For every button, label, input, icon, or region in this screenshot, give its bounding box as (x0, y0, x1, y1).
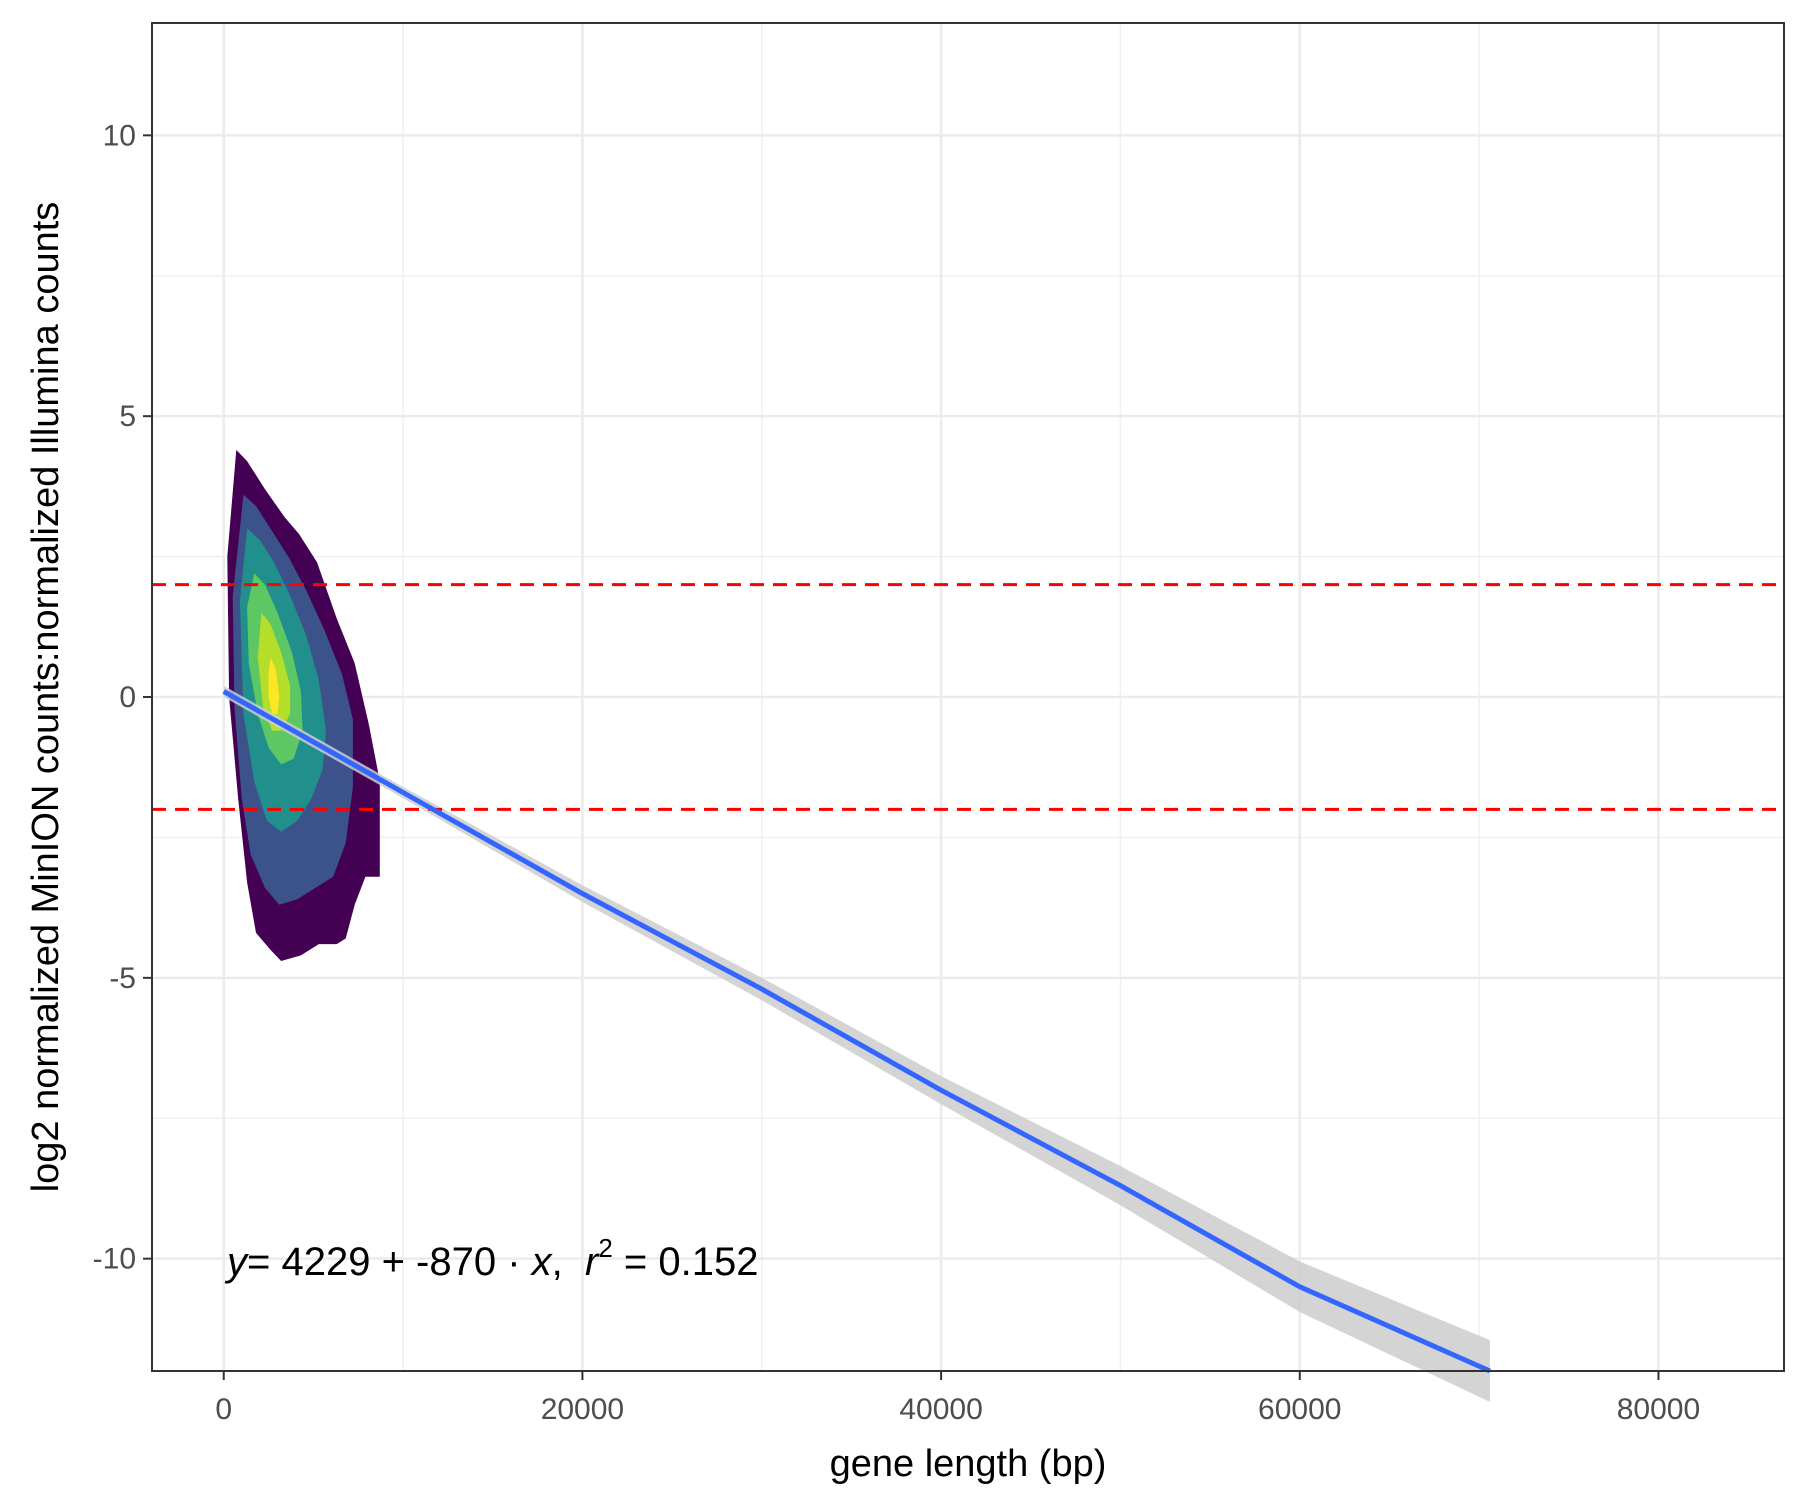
equation-r2-value: = 0.152 (613, 1240, 759, 1284)
equation-x-symbol: x (530, 1240, 554, 1284)
x-tick-label: 80000 (1617, 1393, 1700, 1426)
y-axis-ticks: -10 -5 0 5 10 (93, 119, 152, 1276)
y-tick-label: 0 (119, 681, 136, 714)
x-tick-label: 40000 (899, 1393, 982, 1426)
reference-lines (152, 583, 1784, 811)
equation-r-superscript: 2 (598, 1233, 612, 1263)
y-tick-label: 5 (119, 400, 136, 433)
x-axis-ticks: 0 20000 40000 60000 80000 (215, 1371, 1700, 1426)
y-tick-label: -10 (93, 1243, 136, 1276)
y-tick-label: -5 (109, 962, 136, 995)
equation-r-symbol: r (585, 1240, 600, 1284)
x-tick-label: 60000 (1258, 1393, 1341, 1426)
y-tick-label: 10 (103, 119, 136, 152)
x-tick-label: 20000 (541, 1393, 624, 1426)
equation-body: = 4229 + -870 · (247, 1240, 532, 1284)
density-contours (227, 449, 380, 961)
x-axis-title: gene length (bp) (830, 1443, 1107, 1485)
major-gridlines (152, 23, 1784, 1371)
regression-equation: y= 4229 + -870 · x, r2 = 0.152 (224, 1233, 758, 1284)
equation-separator: , (552, 1240, 585, 1284)
density-level-6 (268, 657, 280, 714)
y-axis-title: log2 normalized MinION counts:normalized… (25, 202, 67, 1193)
regression-fit-line (222, 689, 1491, 1374)
equation-y-symbol: y (224, 1240, 250, 1284)
regression-line (222, 689, 1491, 1374)
x-tick-label: 0 (215, 1393, 232, 1426)
